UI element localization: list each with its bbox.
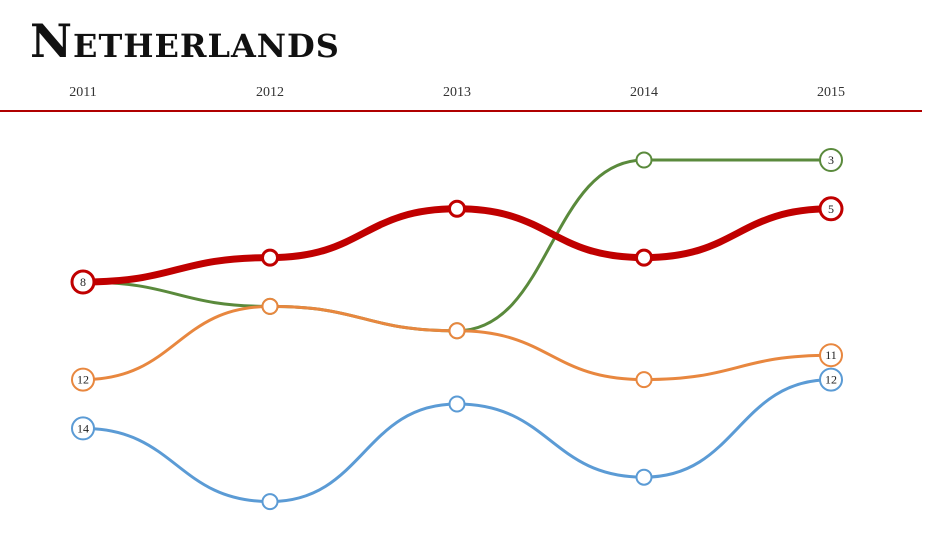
series-0-label-2015: 3 bbox=[828, 153, 834, 167]
series-1-label-2011: 8 bbox=[80, 275, 86, 289]
year-label-2011: 2011 bbox=[69, 85, 96, 100]
year-label-2012: 2012 bbox=[256, 85, 284, 100]
year-labels: 2011 2012 2013 2014 2015 bbox=[69, 85, 845, 100]
series-3-point-2015 bbox=[819, 367, 843, 392]
chart-title: Netherlands bbox=[30, 14, 340, 68]
series-0-point-2014 bbox=[635, 151, 653, 169]
series-3-point-2014 bbox=[635, 468, 653, 486]
series-1-point-2012 bbox=[261, 248, 279, 267]
series-3-point-2012 bbox=[261, 493, 279, 511]
series-3-label-2011: 14 bbox=[77, 421, 89, 435]
series-line-1 bbox=[79, 205, 835, 286]
series-0-point-2015 bbox=[819, 148, 843, 172]
series-2-point-2013 bbox=[448, 322, 466, 340]
series-line-2 bbox=[81, 304, 833, 382]
year-label-2015: 2015 bbox=[817, 85, 845, 100]
series-3-label-2015: 12 bbox=[825, 373, 837, 387]
series-2-point-2011 bbox=[71, 367, 95, 392]
series-1-point-2011 bbox=[70, 269, 96, 295]
year-label-2013: 2013 bbox=[443, 85, 471, 100]
year-label-2014: 2014 bbox=[630, 85, 658, 100]
series-2-point-2015 bbox=[819, 343, 843, 368]
series-2-label-2011: 12 bbox=[77, 373, 89, 387]
series-1-label-2015: 5 bbox=[828, 202, 834, 216]
series-2-label-2015: 11 bbox=[825, 348, 837, 362]
marker-layer: 3 12 11 14 12 8 5 bbox=[70, 148, 844, 511]
series-2-point-2014 bbox=[635, 371, 653, 389]
series-1-point-2013 bbox=[448, 199, 466, 218]
series-1-point-2015 bbox=[818, 196, 844, 222]
series-3-point-2011 bbox=[71, 416, 95, 441]
series-3-point-2013 bbox=[448, 395, 466, 413]
series-2-point-2012 bbox=[261, 297, 279, 315]
series-1-point-2014 bbox=[635, 248, 653, 267]
